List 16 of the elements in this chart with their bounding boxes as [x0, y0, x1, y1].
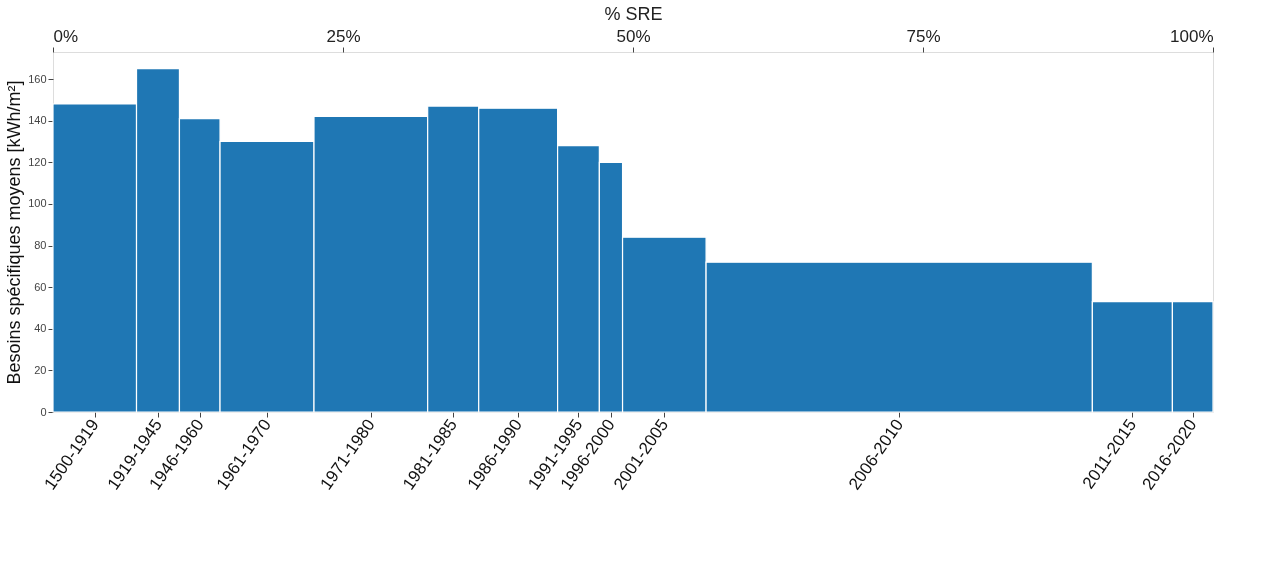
x-axis-title: % SRE — [604, 3, 663, 24]
x-tick-label: 25% — [326, 26, 361, 46]
y-tick-label: 20 — [34, 363, 47, 376]
y-tick-label: 0 — [40, 405, 47, 418]
y-tick-label: 80 — [34, 239, 47, 252]
x-tick-label: 50% — [616, 26, 651, 46]
y-tick-label: 140 — [28, 114, 47, 127]
y-tick-label: 160 — [28, 72, 47, 85]
x-tick-label: 75% — [906, 26, 941, 46]
y-tick-label: 120 — [28, 155, 47, 168]
x-tick-label: 0% — [53, 26, 79, 46]
y-tick-label: 100 — [28, 197, 47, 210]
y-tick-label: 40 — [34, 322, 47, 335]
y-tick-label: 60 — [34, 280, 47, 293]
y-axis-title: Besoins spécifiques moyens [kWh/m²] — [4, 80, 25, 385]
x-tick-label: 100% — [1170, 26, 1214, 46]
